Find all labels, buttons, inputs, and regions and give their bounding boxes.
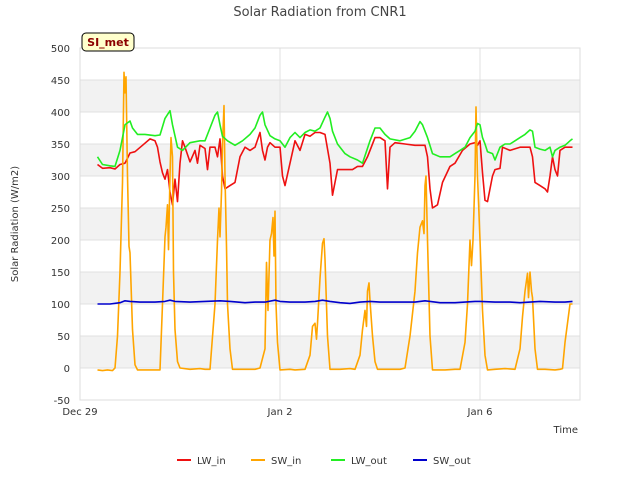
y-tick-label: 200 <box>51 236 70 247</box>
legend-label: LW_out <box>351 456 387 467</box>
y-tick-label: 150 <box>51 268 70 279</box>
series-line-lw-out <box>96 109 573 168</box>
chart-title: Solar Radiation from CNR1 <box>233 5 406 20</box>
legend-item-lw-out: LW_out <box>331 456 387 467</box>
y-tick-label: 100 <box>51 300 70 311</box>
y-tick-label: -50 <box>54 396 70 407</box>
si-met-tag: SI_met <box>81 32 135 52</box>
y-tick-label: 500 <box>51 44 70 55</box>
series-line-lw-in <box>97 131 573 209</box>
plot-border <box>79 47 581 401</box>
y-tick-label: 0 <box>64 364 70 375</box>
y-axis-label: Solar Radiation (W/m2) <box>10 166 21 282</box>
series-line-sw-out <box>97 299 573 305</box>
x-tick-label: Jan 6 <box>467 407 493 418</box>
legend-label: LW_in <box>197 456 226 467</box>
band <box>80 272 580 304</box>
legend-item-sw-out: SW_out <box>413 456 471 467</box>
x-tick-label: Dec 29 <box>62 407 97 418</box>
y-tick-label: 300 <box>51 172 70 183</box>
y-tick-label: 400 <box>51 108 70 119</box>
x-axis-label: Time <box>553 425 578 436</box>
x-axis-ticks: Dec 29 Jan 2 Jan 6 <box>62 407 492 418</box>
gridlines <box>79 47 581 401</box>
y-tick-label: 50 <box>57 332 70 343</box>
x-tick-label: Jan 2 <box>267 407 293 418</box>
legend-item-lw-in: LW_in <box>177 456 226 467</box>
legend-item-sw-in: SW_in <box>251 456 301 467</box>
y-tick-label: 350 <box>51 140 70 151</box>
si-met-tag-label: SI_met <box>87 36 129 49</box>
series-line-sw-in <box>97 71 573 372</box>
y-axis-ticks: -50 0 50 100 150 200 250 300 350 400 450 500 <box>51 44 70 407</box>
series-lines <box>96 71 573 372</box>
legend: LW_in SW_in LW_out SW_out <box>177 456 471 467</box>
band <box>80 80 580 112</box>
y-tick-label: 250 <box>51 204 70 215</box>
legend-label: SW_in <box>271 456 301 467</box>
legend-label: SW_out <box>433 456 471 467</box>
y-tick-label: 450 <box>51 76 70 87</box>
band <box>80 208 580 240</box>
